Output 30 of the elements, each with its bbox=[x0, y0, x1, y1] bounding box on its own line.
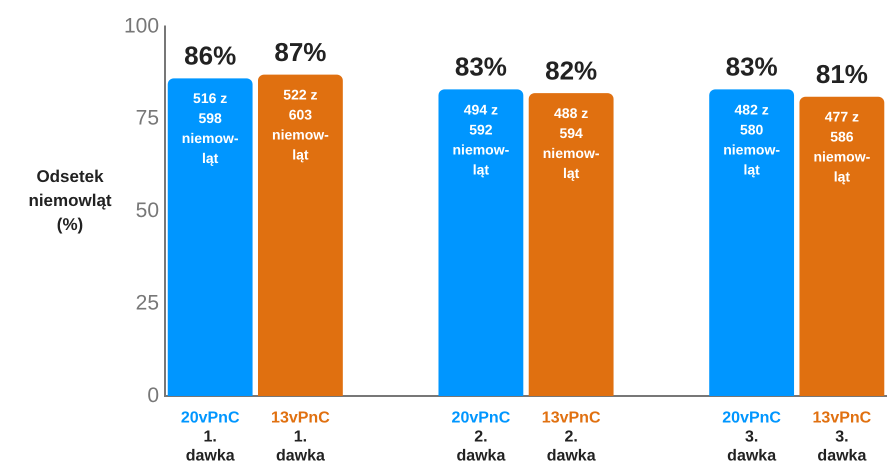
bar bbox=[799, 96, 884, 396]
data-label: 86% bbox=[184, 40, 236, 70]
y-axis-title: Odsetek niemowląt (%) bbox=[28, 166, 112, 234]
annotation: 516 z 598 niemow- ląt bbox=[182, 90, 239, 166]
y-tick-label: 50 bbox=[136, 199, 160, 222]
x-tick-label: 20vPnC 3. dawka bbox=[722, 409, 782, 464]
data-label: 83% bbox=[454, 52, 507, 82]
annotation: 494 z 592 niemow- ląt bbox=[452, 101, 510, 178]
x-tick-label: 13vPnC 1. dawka bbox=[271, 409, 330, 464]
y-tick-label: 75 bbox=[136, 106, 160, 130]
bar bbox=[438, 89, 524, 396]
data-label: 81% bbox=[816, 58, 868, 89]
annotation: 482 z 580 niemow- ląt bbox=[723, 101, 780, 178]
bar bbox=[528, 93, 614, 396]
bar bbox=[709, 89, 794, 396]
y-tick-label: 100 bbox=[124, 14, 160, 38]
y-tick-label: 25 bbox=[136, 291, 160, 314]
x-tick-label: 13vPnC 2. dawka bbox=[542, 409, 601, 464]
data-label: 82% bbox=[545, 55, 598, 86]
data-label: 83% bbox=[726, 52, 778, 82]
annotation: 522 z 603 niemow- ląt bbox=[272, 86, 330, 162]
bar bbox=[258, 74, 343, 396]
x-tick-label: 20vPnC 1. dawka bbox=[180, 409, 240, 464]
y-tick-label: 0 bbox=[147, 384, 160, 407]
bar bbox=[168, 78, 253, 396]
annotation: 477 z 586 niemow- ląt bbox=[813, 108, 871, 185]
x-tick-label: 20vPnC 2. dawka bbox=[452, 409, 511, 464]
x-tick-label: 13vPnC 3. dawka bbox=[812, 409, 872, 464]
data-label: 87% bbox=[274, 36, 326, 67]
annotation: 488 z 594 niemow- ląt bbox=[542, 104, 600, 181]
